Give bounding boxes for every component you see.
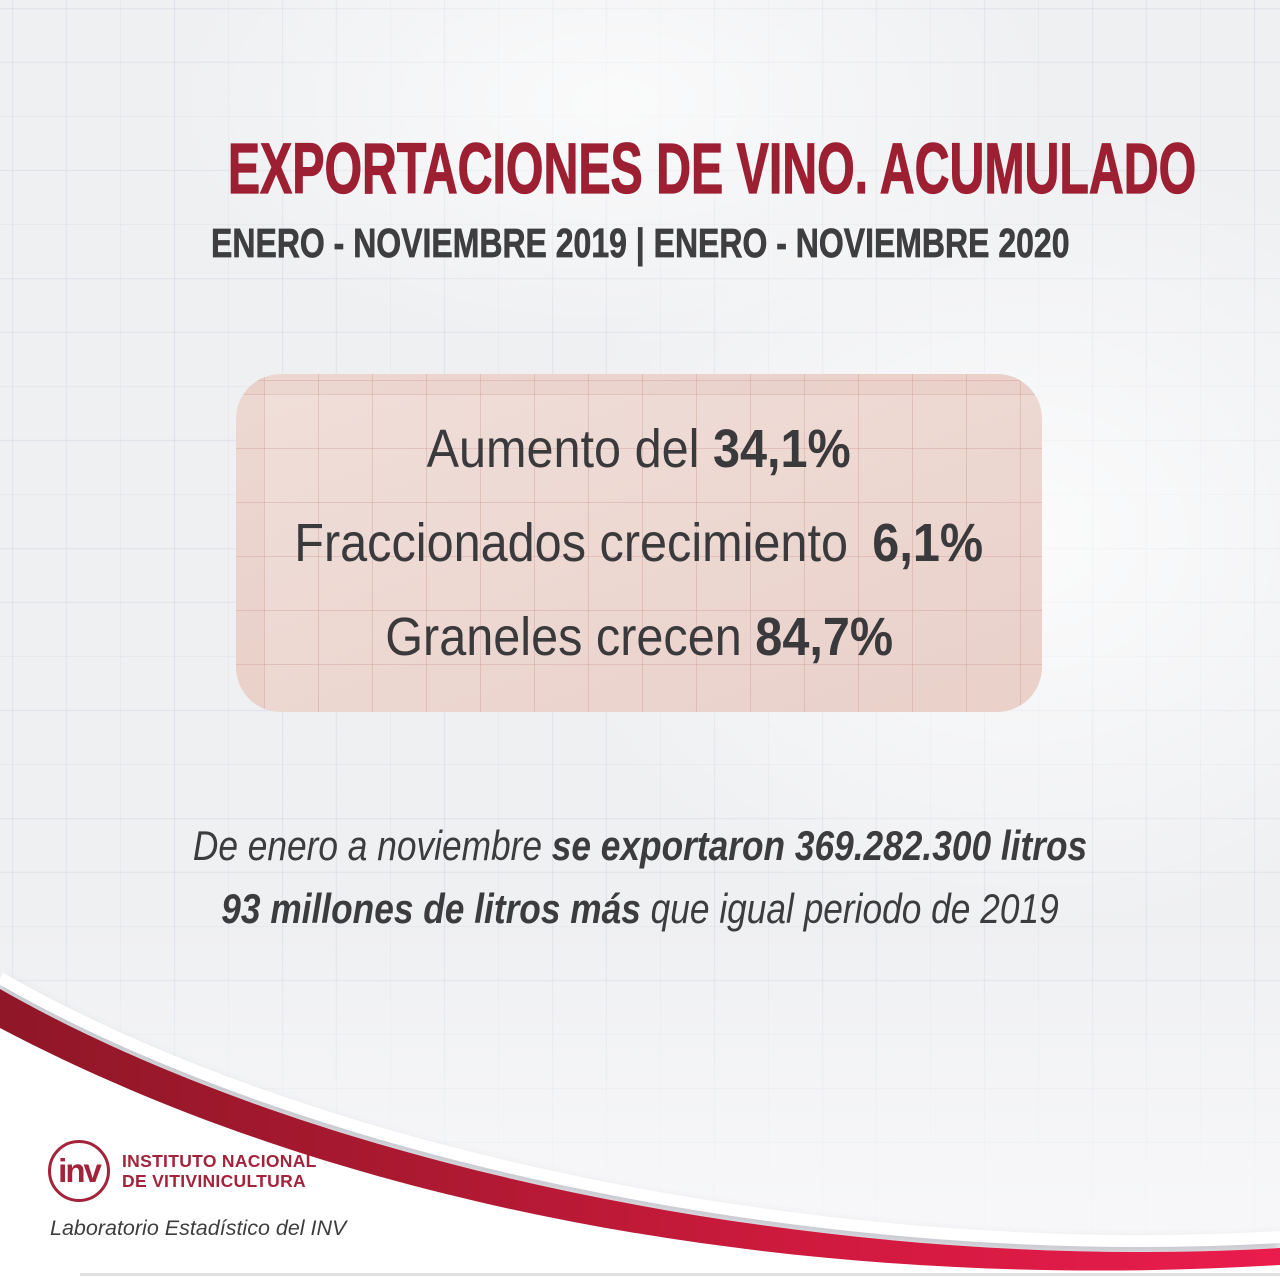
summary-line-2: 93 millones de litros más que igual peri… <box>102 877 1177 940</box>
header: EXPORTACIONES DE VINO. ACUMULADO ENERO -… <box>0 130 1280 267</box>
inv-logo: inv <box>48 1140 110 1202</box>
white-area-below-band <box>0 989 1280 1280</box>
stat-line-graneles: Graneles crecen 84,7% <box>385 590 893 684</box>
stat-value: 6,1% <box>872 513 984 573</box>
stat-value: 84,7% <box>755 607 893 667</box>
summary-normal: que igual periodo de 2019 <box>650 885 1059 932</box>
summary-bold: se exportaron 369.282.300 litros <box>551 822 1088 869</box>
bottom-edge-hairline <box>80 1273 1280 1276</box>
red-band <box>0 989 1280 1271</box>
stat-label: Graneles crecen <box>385 607 756 667</box>
lab-tagline: Laboratorio Estadístico del INV <box>50 1216 347 1240</box>
red-swoosh-band <box>0 972 1280 1280</box>
summary-normal: De enero a noviembre <box>192 822 552 869</box>
summary-bold: 93 millones de litros más <box>221 885 651 932</box>
org-name-line2: DE VITIVINICULTURA <box>122 1171 306 1191</box>
inv-monogram: inv <box>58 1151 102 1189</box>
summary-line-1: De enero a noviembre se exportaron 369.2… <box>102 814 1177 877</box>
stat-label: Aumento del <box>426 419 714 479</box>
page-title: EXPORTACIONES DE VINO. ACUMULADO <box>227 130 1197 209</box>
sheet-edge-highlight <box>0 972 1280 1248</box>
org-name: INSTITUTO NACIONAL DE VITIVINICULTURA <box>122 1151 317 1191</box>
stat-label: Fraccionados crecimiento <box>294 513 862 573</box>
page-subtitle: ENERO - NOVIEMBRE 2019 | ENERO - NOVIEMB… <box>210 220 1070 267</box>
stat-line-total-increase: Aumento del 34,1% <box>427 402 851 496</box>
highlight-stat-panel: Aumento del 34,1% Fraccionados crecimien… <box>236 374 1042 712</box>
summary-text: De enero a noviembre se exportaron 369.2… <box>0 814 1280 940</box>
stat-value: 34,1% <box>713 419 852 479</box>
stat-line-fraccionados: Fraccionados crecimiento 6,1% <box>295 496 984 590</box>
org-name-line1: INSTITUTO NACIONAL <box>122 1151 317 1171</box>
